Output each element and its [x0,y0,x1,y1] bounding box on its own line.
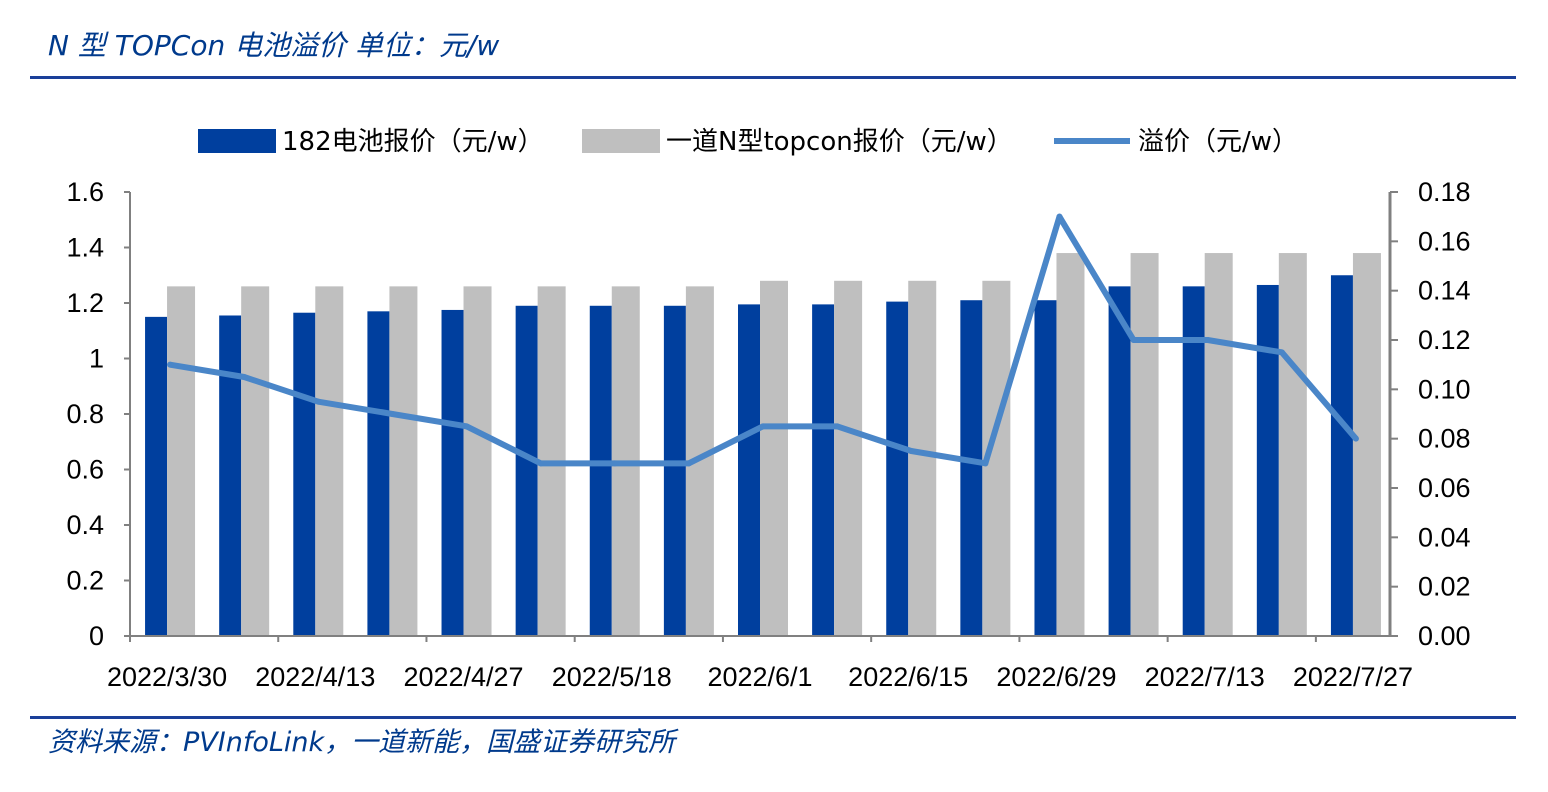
premium-point [315,398,322,405]
bar-topcon [389,286,418,636]
bar-topcon [1204,253,1233,637]
bar-182 [663,305,686,636]
bar-182 [1108,286,1131,636]
bar-topcon [908,280,937,636]
premium-point [167,361,174,368]
x-tick-label: 2022/7/27 [1293,662,1413,692]
left-tick-label: 0.4 [66,510,104,540]
premium-point [834,423,841,430]
left-tick-label: 0.8 [66,399,104,429]
right-tick-label: 0.16 [1418,226,1471,256]
bar-topcon [1278,253,1307,637]
premium-point [389,411,396,417]
bar-182 [960,300,983,636]
x-tick-label: 2022/3/30 [107,662,227,692]
bar-182 [145,316,168,636]
left-tick-label: 1 [89,344,104,374]
premium-point [463,423,470,430]
left-tick-label: 0 [89,621,104,651]
premium-point [1204,337,1211,343]
left-tick-label: 0.6 [66,455,104,485]
right-tick-label: 0.12 [1418,325,1471,355]
title-divider [30,76,1516,79]
bar-182 [293,312,316,636]
bar-topcon [315,286,344,636]
bar-topcon [1056,253,1085,637]
bar-182 [1034,300,1057,636]
bar-topcon [463,286,492,636]
x-tick-label: 2022/7/13 [1145,662,1265,692]
bar-182 [515,305,538,636]
source-divider [30,716,1516,719]
bar-182 [1330,275,1353,636]
x-tick-label: 2022/4/27 [403,662,523,692]
premium-point [537,460,544,467]
premium-point [241,374,248,380]
premium-point [760,423,766,430]
x-tick-label: 2022/6/15 [848,662,968,692]
bars [145,253,1381,637]
premium-point [1056,213,1063,220]
right-tick-label: 0.06 [1418,473,1471,503]
right-tick-label: 0.00 [1418,621,1471,651]
right-tick-label: 0.04 [1418,522,1471,552]
source-note: 资料来源：PVInfoLink，一道新能，国盛证券研究所 [48,727,676,758]
left-tick-label: 0.2 [66,566,104,596]
bar-182 [219,315,242,636]
x-tick-label: 2022/5/18 [552,662,672,692]
bar-182 [738,304,760,636]
legend-swatch-182 [198,129,276,153]
bar-topcon [1352,253,1381,637]
x-tick-label: 2022/4/13 [255,662,375,692]
bar-topcon [1130,253,1159,637]
premium-point [982,460,989,467]
premium-point [908,448,915,454]
left-tick-label: 1.2 [66,288,104,318]
bar-182 [886,301,909,636]
x-tick-label: 2022/6/29 [996,662,1116,692]
bar-topcon [167,286,196,636]
right-tick-label: 0.14 [1418,276,1471,306]
right-tick-label: 0.08 [1418,424,1471,454]
legend-swatch-topcon [582,129,660,153]
legend-label-premium: 溢价（元/w） [1138,127,1298,157]
bar-topcon [760,280,788,636]
bar-topcon [834,280,863,636]
left-tick-label: 1.4 [66,233,104,263]
premium-point [1130,337,1137,343]
axes: 0 0.2 0.4 0.6 0.8 1 1.2 1.4 1.6 0.00 0.02 0.04 0.06 0… [66,177,1470,692]
bar-182 [1182,286,1205,636]
legend-label-topcon: 一道N型topcon报价（元/w） [666,127,1013,157]
right-tick-label: 0.10 [1418,374,1471,404]
bar-182 [367,311,390,636]
legend: 182电池报价（元/w） 一道N型topcon报价（元/w） 溢价（元/w） [198,127,1298,157]
right-tick-label: 0.02 [1418,572,1471,602]
premium-point [685,460,692,467]
premium-point [1352,435,1359,442]
premium-point [1278,349,1285,356]
premium-line-group [167,213,1359,467]
chart-title: N 型 TOPCon 电池溢价 单位：元/w [48,29,500,62]
bar-182 [589,305,612,636]
left-tick-label: 1.6 [66,177,104,207]
bar-topcon [241,286,270,636]
bar-182 [1256,284,1279,636]
bar-182 [441,309,464,636]
x-tick-label: 2022/6/1 [707,662,812,692]
legend-label-182: 182电池报价（元/w） [282,127,544,157]
premium-point [611,460,618,467]
bar-182 [812,304,835,636]
right-tick-label: 0.18 [1418,177,1471,207]
